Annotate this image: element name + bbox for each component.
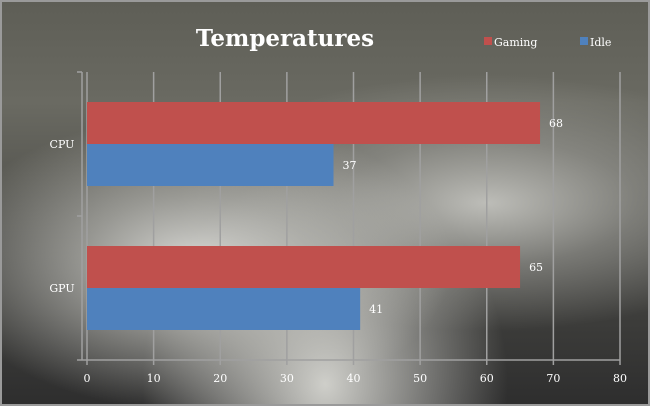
legend: Gaming Idle (484, 36, 611, 49)
bars: CPU 68 37 GPU 65 41 (49, 102, 563, 330)
legend-label: Idle (590, 36, 611, 49)
data-label: 37 (343, 159, 357, 172)
bar-gaming (87, 246, 521, 288)
category-label: GPU (49, 282, 74, 295)
x-tick-label: 40 (347, 372, 361, 385)
data-label: 65 (529, 261, 543, 274)
x-tick-label: 0 (84, 372, 91, 385)
bar-idle (87, 288, 361, 330)
bar-idle (87, 144, 334, 186)
category-label: CPU (50, 138, 75, 151)
legend-label: Gaming (494, 36, 537, 49)
legend-swatch-gaming (484, 37, 492, 45)
x-tick-label: 70 (546, 372, 560, 385)
x-tick-label: 10 (147, 372, 161, 385)
bar-gaming (87, 102, 541, 144)
x-tick-label: 50 (413, 372, 427, 385)
x-tick-label: 80 (613, 372, 627, 385)
data-label: 68 (549, 117, 563, 130)
chart-title: Temperatures (196, 25, 374, 52)
legend-swatch-idle (580, 37, 588, 45)
data-label: 41 (369, 303, 383, 316)
x-tick-label: 30 (280, 372, 294, 385)
x-tick-label: 60 (480, 372, 494, 385)
x-tick-label: 20 (213, 372, 227, 385)
